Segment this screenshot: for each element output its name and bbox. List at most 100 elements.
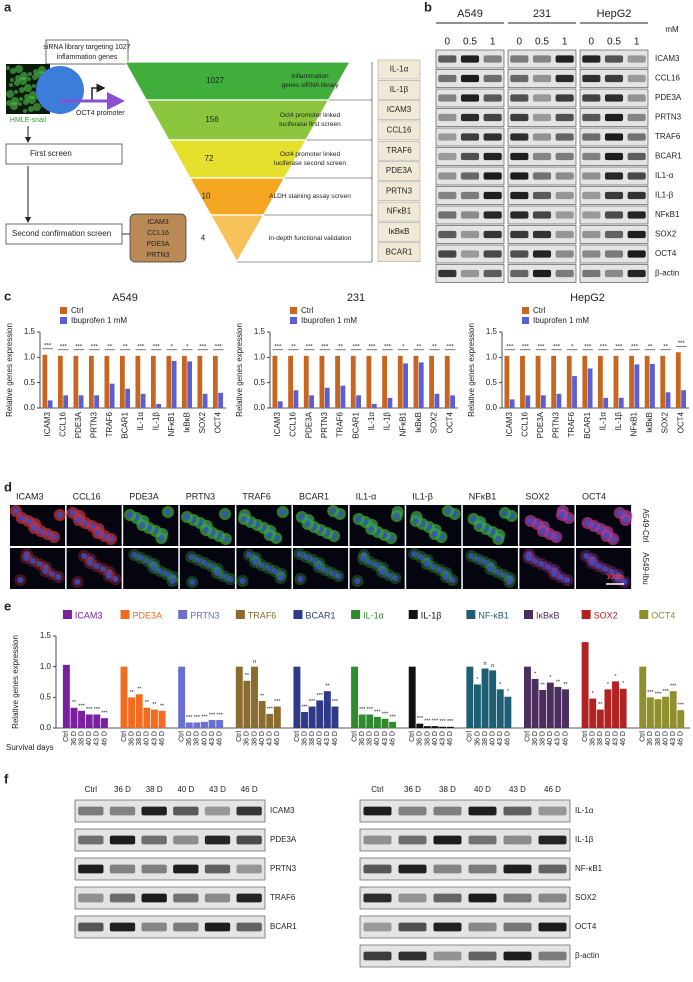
blot-band xyxy=(483,152,502,161)
bar xyxy=(47,400,53,408)
bar xyxy=(618,397,624,408)
nucleus xyxy=(551,571,557,577)
x-tick-label: 38 D xyxy=(540,731,547,746)
nucleus xyxy=(246,552,253,558)
x-tick-label: PDE3A xyxy=(304,411,313,438)
nucleus xyxy=(475,556,481,562)
funnel-label: Inflammation xyxy=(291,73,329,80)
significance: ** xyxy=(129,690,134,696)
blot-frame xyxy=(74,886,266,910)
y-tick-label: 1.5 xyxy=(24,327,36,336)
blot-band xyxy=(468,835,497,845)
blot-band xyxy=(398,951,427,961)
x-tick-label: 40 D xyxy=(259,731,266,746)
nucleus xyxy=(603,533,610,539)
blot-band xyxy=(538,893,567,903)
lane-label: 40 D xyxy=(474,785,491,794)
blot-band xyxy=(236,835,262,845)
cell-spot xyxy=(10,68,16,74)
blot-frame xyxy=(507,49,577,69)
nucleus xyxy=(328,570,335,576)
significance: ** xyxy=(563,682,568,688)
blot-band xyxy=(627,133,646,141)
x-tick-label: 36 D xyxy=(532,731,539,746)
bar xyxy=(202,393,208,408)
x-tick-label: 36 D xyxy=(590,731,597,746)
nucleus xyxy=(423,561,430,567)
blot-band xyxy=(532,74,552,83)
x-tick-label: Ctrl xyxy=(63,731,70,742)
nucleus xyxy=(94,530,101,536)
x-tick-label: TRAF6 xyxy=(105,411,114,437)
x-tick-label: 40 D xyxy=(317,731,324,746)
significance: * xyxy=(171,344,174,350)
significance: *** xyxy=(306,344,314,350)
gene-label: IL-1β xyxy=(390,85,409,94)
bar xyxy=(450,395,455,408)
x-tick-label: 43 D xyxy=(612,731,619,746)
x-tick-label: CCL16 xyxy=(520,411,529,436)
cell-spot xyxy=(19,87,25,93)
hit-gene: ICAM3 xyxy=(147,219,169,226)
x-tick-label: SOX2 xyxy=(198,411,207,433)
legend-label: Ibuprofen 1 mM xyxy=(533,316,589,325)
protein-label: β-actin xyxy=(655,269,679,278)
bar xyxy=(288,355,293,408)
legend-swatch xyxy=(293,610,303,619)
legend-swatch xyxy=(581,610,591,619)
gene-label: PDE3A xyxy=(386,166,413,175)
bar xyxy=(540,395,546,408)
nucleus xyxy=(442,574,449,580)
bar xyxy=(531,678,539,728)
blot-band xyxy=(438,211,457,219)
blot-band xyxy=(555,230,574,239)
significance: *** xyxy=(86,707,93,713)
x-tick-label: CCL16 xyxy=(58,411,67,436)
y-tick-label: 1.0 xyxy=(24,352,36,361)
library-title: inflammation genes xyxy=(57,54,118,61)
bar xyxy=(382,355,387,408)
significance: *** xyxy=(537,344,545,350)
blot-band xyxy=(555,269,574,278)
blot-band xyxy=(173,806,199,816)
bar xyxy=(481,668,489,728)
blot-band xyxy=(555,172,574,180)
blot-band xyxy=(433,951,462,961)
funnel-layer xyxy=(209,214,265,264)
blot-frame xyxy=(74,799,266,823)
blot-band xyxy=(483,172,502,180)
blot-band xyxy=(510,74,529,83)
x-tick-label: IκBκB xyxy=(182,412,191,433)
x-tick-label: 40 D xyxy=(432,731,439,746)
nucleus xyxy=(157,568,163,574)
blot-band xyxy=(398,806,427,816)
funnel-label: Oct4 promoter linked xyxy=(280,151,341,158)
bar xyxy=(166,355,172,408)
blot-band xyxy=(555,113,574,122)
significance: *** xyxy=(367,707,374,713)
bar xyxy=(596,709,604,728)
blot-band xyxy=(483,191,502,200)
bar xyxy=(251,666,258,728)
cell-spot xyxy=(24,84,32,92)
nucleus xyxy=(614,576,621,582)
nucleus xyxy=(393,513,400,519)
blot-band xyxy=(236,864,262,874)
cell-spot xyxy=(10,78,14,82)
significance: *** xyxy=(584,344,592,350)
blot-frame xyxy=(435,264,505,283)
significance: *** xyxy=(216,712,223,718)
x-tick-label: BCAR1 xyxy=(583,411,592,438)
x-tick-label: 43 D xyxy=(439,731,446,746)
blot-band xyxy=(141,835,167,845)
blot-band xyxy=(460,250,480,258)
x-tick-label: 43 D xyxy=(209,731,216,746)
blot-band xyxy=(109,922,136,932)
legend-swatch xyxy=(522,317,529,324)
significance: *** xyxy=(368,344,376,350)
y-tick-label: 1.5 xyxy=(254,327,266,336)
nucleus xyxy=(385,572,392,578)
x-tick-label: 36 D xyxy=(301,731,308,746)
x-tick-label: 38 D xyxy=(136,731,143,746)
protein-label: PDE3A xyxy=(655,93,682,102)
